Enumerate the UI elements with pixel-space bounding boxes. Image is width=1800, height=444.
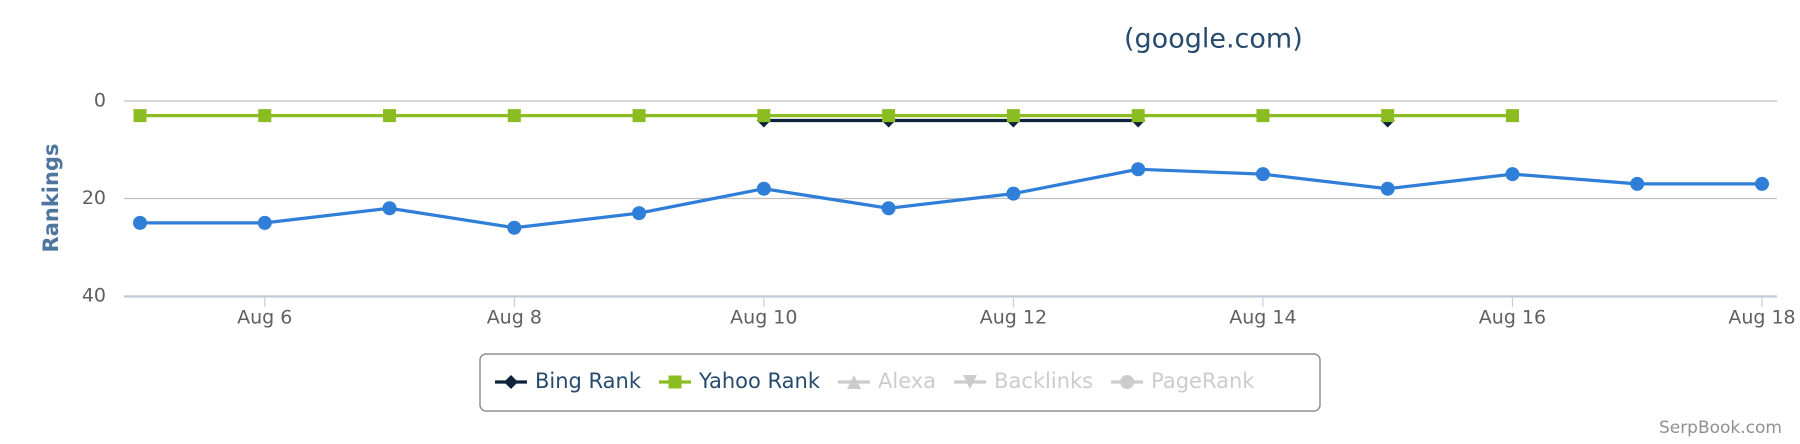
marker [963,375,978,389]
y-tick-label: 20 [82,187,106,209]
legend-label: Yahoo Rank [698,369,821,393]
marker [1505,109,1519,123]
marker [1006,109,1020,123]
marker [507,220,522,235]
marker [383,109,397,123]
marker [1255,167,1270,182]
marker [257,215,272,230]
x-tick-label: Aug 16 [1479,307,1546,329]
x-tick-label: Aug 18 [1728,307,1795,329]
legend-item[interactable]: PageRank [1111,369,1255,393]
legend-item[interactable]: Backlinks [954,369,1093,393]
y-tick-label: 0 [94,90,106,112]
marker [882,109,896,123]
marker [632,206,647,221]
marker [1131,109,1145,123]
marker [1256,109,1270,123]
marker [504,375,518,389]
marker [1630,176,1645,191]
credit: SerpBook.com [1659,418,1782,438]
x-tick-label: Aug 6 [237,307,292,329]
marker [1380,181,1395,196]
marker [847,375,861,389]
marker [1131,162,1146,177]
legend-item[interactable]: Alexa [838,369,936,393]
marker [757,109,771,123]
legend-box [479,353,1321,412]
marker [1006,186,1021,201]
legend-label: PageRank [1151,369,1255,393]
marker [756,181,771,196]
marker [258,109,272,123]
marker [881,201,896,216]
marker [133,215,147,230]
series-line [140,167,1762,230]
x-tick-label: Aug 14 [1229,307,1296,329]
x-tick-label: Aug 8 [487,307,542,329]
marker [1755,176,1769,191]
marker [133,109,147,123]
marker [1381,109,1395,123]
marker [1120,375,1135,389]
y-tick-label: 40 [82,285,106,307]
legend-label: Backlinks [994,369,1093,393]
x-tick-label: Aug 12 [980,307,1047,329]
marker [1505,167,1520,182]
legend-label: Alexa [878,369,936,393]
marker [507,109,521,123]
legend-label: Bing Rank [535,369,642,393]
chart-title: (google.com) [1124,24,1303,55]
legend-item[interactable]: Bing Rank [495,369,642,393]
marker [632,109,646,123]
marker [668,375,682,389]
marker [382,201,397,216]
legend-item[interactable]: Yahoo Rank [659,369,821,393]
y-axis-label: Rankings [39,144,63,253]
x-tick-label: Aug 10 [730,307,797,329]
